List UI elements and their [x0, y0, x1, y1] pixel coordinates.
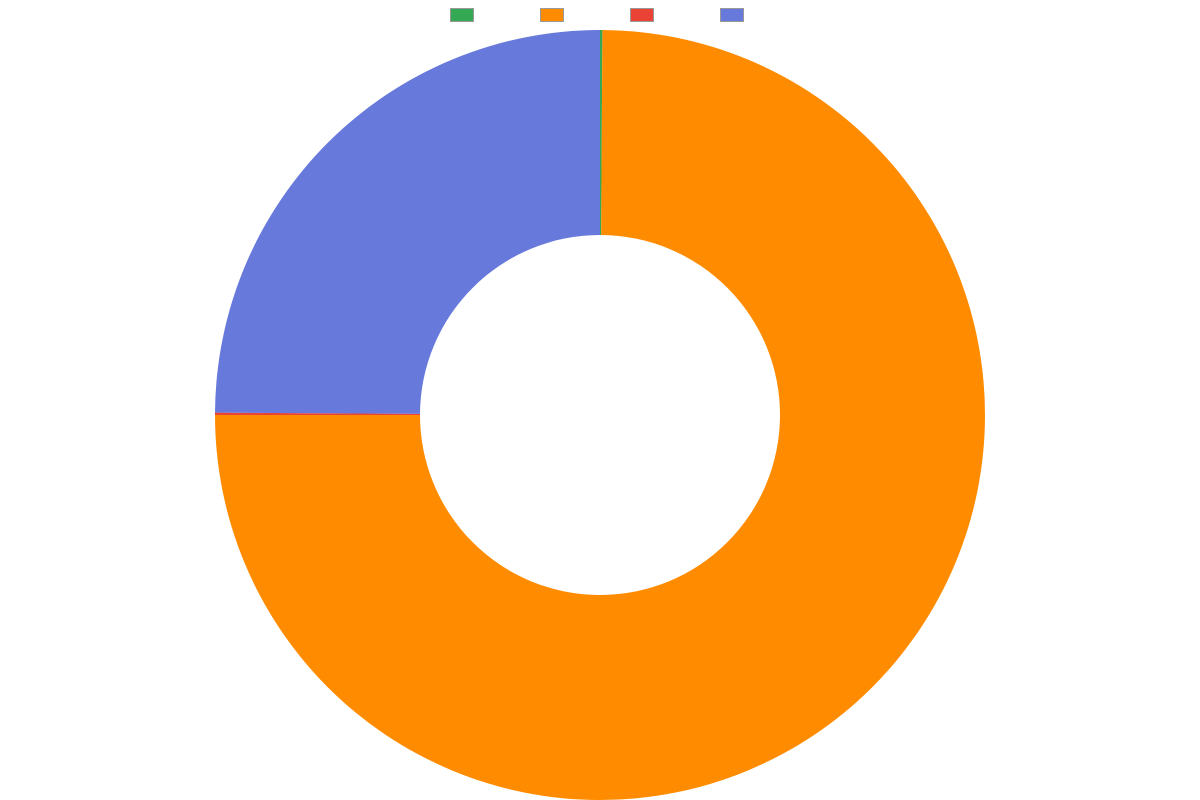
chart-legend	[450, 8, 750, 22]
legend-item-3	[720, 8, 750, 22]
legend-item-2	[630, 8, 660, 22]
legend-swatch-1	[540, 8, 564, 22]
legend-item-0	[450, 8, 480, 22]
donut-slice-3	[215, 30, 600, 414]
donut-svg	[215, 30, 985, 800]
legend-item-1	[540, 8, 570, 22]
legend-swatch-2	[630, 8, 654, 22]
donut-chart	[215, 30, 985, 800]
legend-swatch-0	[450, 8, 474, 22]
legend-swatch-3	[720, 8, 744, 22]
